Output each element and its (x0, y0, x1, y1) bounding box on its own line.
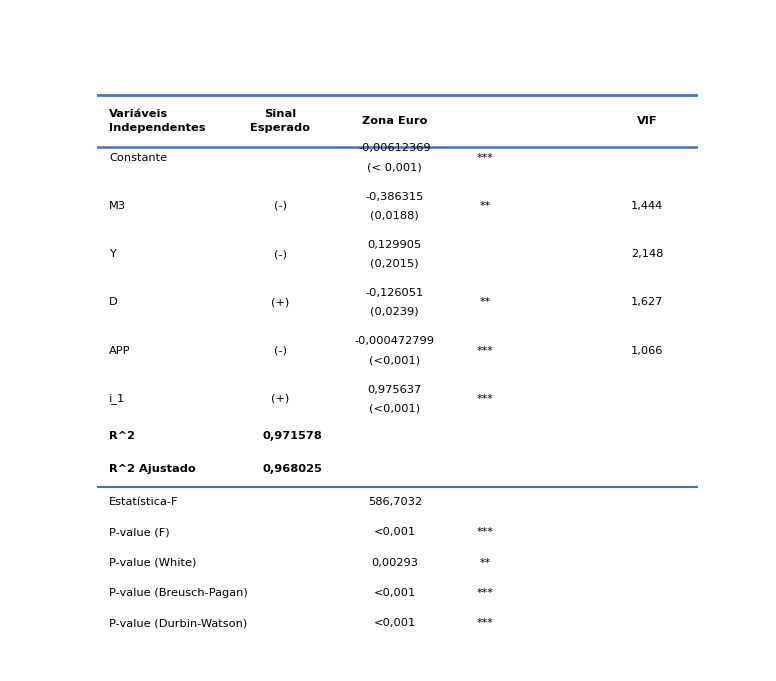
Text: -0,000472799: -0,000472799 (355, 336, 435, 346)
Text: 1,066: 1,066 (631, 346, 663, 355)
Text: 0,968025: 0,968025 (262, 464, 322, 474)
Text: Y: Y (109, 249, 116, 259)
Text: ***: *** (476, 394, 494, 404)
Text: (0,2015): (0,2015) (370, 259, 419, 269)
Text: <0,001: <0,001 (373, 618, 416, 629)
Text: VIF: VIF (637, 116, 657, 126)
Text: Zona Euro: Zona Euro (362, 116, 428, 126)
Text: ***: *** (476, 588, 494, 598)
Text: 0,00293: 0,00293 (371, 558, 418, 568)
Text: ***: *** (476, 346, 494, 355)
Text: i_1: i_1 (109, 394, 125, 405)
Text: R^2: R^2 (109, 431, 135, 441)
Text: Constante: Constante (109, 153, 167, 163)
Text: P-value (White): P-value (White) (109, 558, 196, 568)
Text: (-): (-) (274, 201, 287, 211)
Text: 586,7032: 586,7032 (368, 497, 421, 507)
Text: P-value (F): P-value (F) (109, 527, 170, 537)
Text: P-value (Durbin-Watson): P-value (Durbin-Watson) (109, 618, 248, 629)
Text: Variáveis
Independentes: Variáveis Independentes (109, 110, 206, 133)
Text: 0,129905: 0,129905 (368, 240, 422, 250)
Text: (+): (+) (272, 394, 289, 404)
Text: <0,001: <0,001 (373, 588, 416, 598)
Text: (-): (-) (274, 346, 287, 355)
Text: 0,971578: 0,971578 (262, 431, 322, 441)
Text: (<0,001): (<0,001) (369, 403, 421, 413)
Text: **: ** (480, 558, 490, 568)
Text: P-value (Breusch-Pagan): P-value (Breusch-Pagan) (109, 588, 248, 598)
Text: **: ** (480, 298, 490, 308)
Text: (0,0188): (0,0188) (370, 210, 419, 221)
Text: 1,444: 1,444 (631, 201, 663, 211)
Text: <0,001: <0,001 (373, 527, 416, 537)
Text: (0,0239): (0,0239) (370, 307, 419, 317)
Text: **: ** (480, 201, 490, 211)
Text: ***: *** (476, 153, 494, 163)
Text: M3: M3 (109, 201, 126, 211)
Text: (-): (-) (274, 249, 287, 259)
Text: Sinal
Esperado: Sinal Esperado (251, 110, 310, 133)
Text: (< 0,001): (< 0,001) (367, 162, 422, 172)
Text: -0,00612369: -0,00612369 (359, 143, 431, 153)
Text: -0,126051: -0,126051 (365, 288, 424, 298)
Text: ***: *** (476, 618, 494, 629)
Text: 2,148: 2,148 (631, 249, 663, 259)
Text: -0,386315: -0,386315 (365, 191, 424, 202)
Text: 0,975637: 0,975637 (368, 385, 422, 394)
Text: 1,627: 1,627 (631, 298, 663, 308)
Text: R^2 Ajustado: R^2 Ajustado (109, 464, 196, 474)
Text: ***: *** (476, 527, 494, 537)
Text: D: D (109, 298, 118, 308)
Text: (<0,001): (<0,001) (369, 355, 421, 365)
Text: Estatística-F: Estatística-F (109, 497, 178, 507)
Text: (+): (+) (272, 298, 289, 308)
Text: APP: APP (109, 346, 130, 355)
